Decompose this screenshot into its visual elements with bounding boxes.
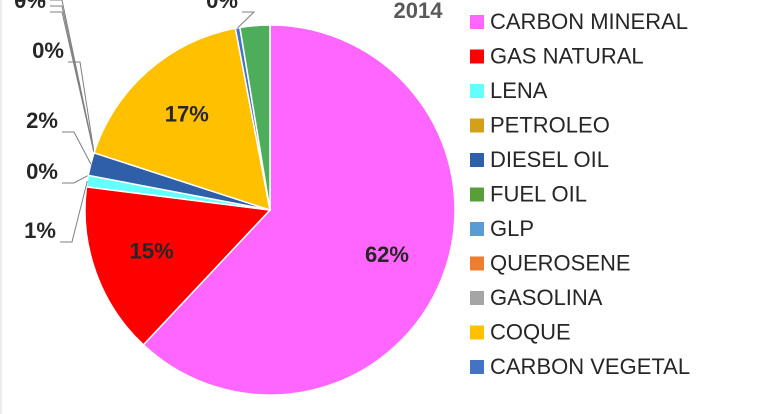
legend-swatch [470, 256, 484, 271]
pie-slice [84, 185, 272, 346]
legend-swatch [470, 187, 484, 202]
legend-label: FUEL OIL [490, 181, 587, 206]
data-label: 0% [14, 0, 46, 1]
legend-label: GASOLINA [490, 285, 603, 310]
pie-slice [239, 24, 271, 211]
leader-line [62, 131, 92, 165]
legend-label: CARBON VEGETAL [490, 354, 690, 379]
data-label: 15% [130, 238, 174, 263]
legend-label: QUEROSENE [490, 250, 631, 275]
data-label: 0% [206, 0, 238, 13]
legend-swatch [470, 291, 484, 305]
legend-swatch [470, 222, 484, 236]
legend-swatch [470, 360, 484, 374]
data-label: 0% [14, 0, 46, 13]
legend-swatch [470, 153, 484, 167]
chart-title: 2014 [394, 0, 444, 23]
legend-label: GAS NATURAL [490, 43, 644, 68]
leader-line [62, 174, 89, 184]
legend-label: PETROLEO [490, 112, 610, 137]
legend-label: CARBON MINERAL [490, 9, 688, 34]
legend-swatch [470, 84, 484, 98]
leader-line [68, 61, 95, 153]
data-label: 0% [14, 0, 46, 7]
legend-swatch [470, 118, 484, 133]
legend-label: GLP [490, 216, 534, 241]
data-label: 62% [365, 242, 409, 267]
pie-slice [142, 24, 456, 396]
leader-line [237, 11, 256, 29]
legend-label: DIESEL OIL [490, 147, 609, 172]
legend-label: COQUE [490, 319, 571, 344]
leader-line [50, 0, 95, 153]
data-label: 2% [26, 108, 58, 133]
data-label: 0% [32, 38, 64, 63]
legend-swatch [470, 15, 484, 29]
legend-label: LENA [490, 78, 548, 103]
data-label: 1% [24, 218, 56, 243]
data-label: 0% [26, 159, 58, 184]
pie-slice [93, 27, 271, 212]
data-label: 17% [165, 101, 209, 126]
leader-line [60, 180, 88, 243]
legend-swatch [470, 49, 484, 64]
legend-swatch [470, 325, 484, 340]
